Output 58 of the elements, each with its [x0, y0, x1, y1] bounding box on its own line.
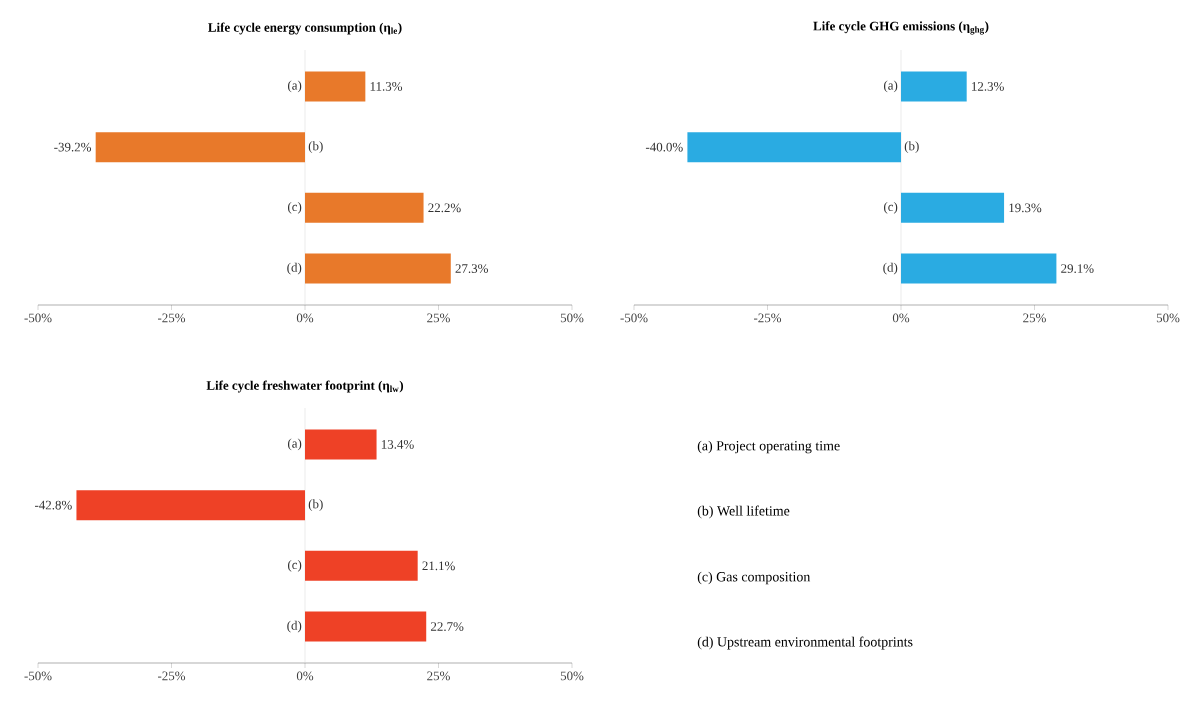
- x-tick-label: 25%: [427, 671, 450, 681]
- data-label: 12.3%: [972, 82, 1004, 91]
- y-tick-label: (d): [287, 620, 302, 633]
- bar: [305, 253, 451, 284]
- y-tick-label: (c): [884, 201, 898, 214]
- y-tick-label: (b): [308, 141, 323, 154]
- x-tick-label: 50%: [1156, 313, 1180, 323]
- data-label: -39.2%: [54, 142, 92, 152]
- bar: [305, 429, 377, 460]
- chart-title: Life cycle freshwater footprint (η$_{lw}$): [206, 380, 404, 393]
- text: (c) Gas composition: [697, 571, 811, 585]
- y-tick-label: (c): [287, 201, 302, 214]
- x-tick-label: -25%: [753, 313, 782, 323]
- chart-title: Life cycle energy consumption (η$_{le}$): [208, 22, 402, 35]
- bar: [687, 132, 902, 163]
- x-tick-label: 0%: [296, 313, 314, 323]
- y-tick-label: (d): [287, 262, 302, 275]
- bar: [305, 611, 427, 642]
- data-label: 13.4%: [381, 440, 414, 449]
- bar: [76, 490, 305, 521]
- text: (d) Upstream environmental footprints: [697, 636, 913, 650]
- chart-title: Life cycle GHG emissions (η$_{ghg}$): [813, 21, 989, 35]
- y-tick-label: (b): [308, 499, 323, 512]
- x-tick-label: -50%: [24, 313, 52, 323]
- data-label: 27.3%: [455, 264, 488, 273]
- data-label: 21.1%: [422, 561, 455, 571]
- y-tick-label: (b): [904, 141, 919, 154]
- y-tick-label: (d): [883, 262, 898, 275]
- x-tick-label: -25%: [157, 671, 186, 681]
- data-label: 29.1%: [1061, 264, 1094, 273]
- y-tick-label: (a): [287, 438, 302, 451]
- bar: [305, 192, 424, 223]
- x-tick-label: -25%: [157, 313, 186, 323]
- data-label: 22.7%: [430, 622, 464, 631]
- bar: [95, 132, 305, 163]
- x-tick-label: 0%: [892, 313, 910, 323]
- x-tick-label: 50%: [560, 671, 584, 681]
- bar: [901, 253, 1057, 284]
- text: (a) Project operating time: [697, 440, 840, 454]
- bar: [901, 71, 967, 102]
- data-label: -42.8%: [34, 500, 72, 510]
- data-label: 11.3%: [370, 82, 403, 91]
- x-tick-label: -50%: [620, 313, 648, 323]
- y-tick-label: (c): [287, 559, 302, 572]
- x-tick-label: 0%: [296, 671, 314, 681]
- data-label: 19.3%: [1009, 203, 1042, 213]
- data-label: 22.2%: [428, 203, 461, 213]
- y-tick-label: (a): [287, 80, 302, 93]
- text: (b) Well lifetime: [697, 505, 790, 519]
- data-label: -40.0%: [645, 142, 683, 152]
- x-tick-label: 50%: [560, 313, 584, 323]
- bar: [305, 550, 418, 581]
- x-tick-label: -50%: [24, 671, 52, 681]
- x-tick-label: 25%: [427, 313, 450, 323]
- y-tick-label: (a): [884, 80, 898, 93]
- bar: [305, 71, 366, 102]
- x-tick-label: 25%: [1023, 313, 1046, 323]
- bar: [901, 192, 1005, 223]
